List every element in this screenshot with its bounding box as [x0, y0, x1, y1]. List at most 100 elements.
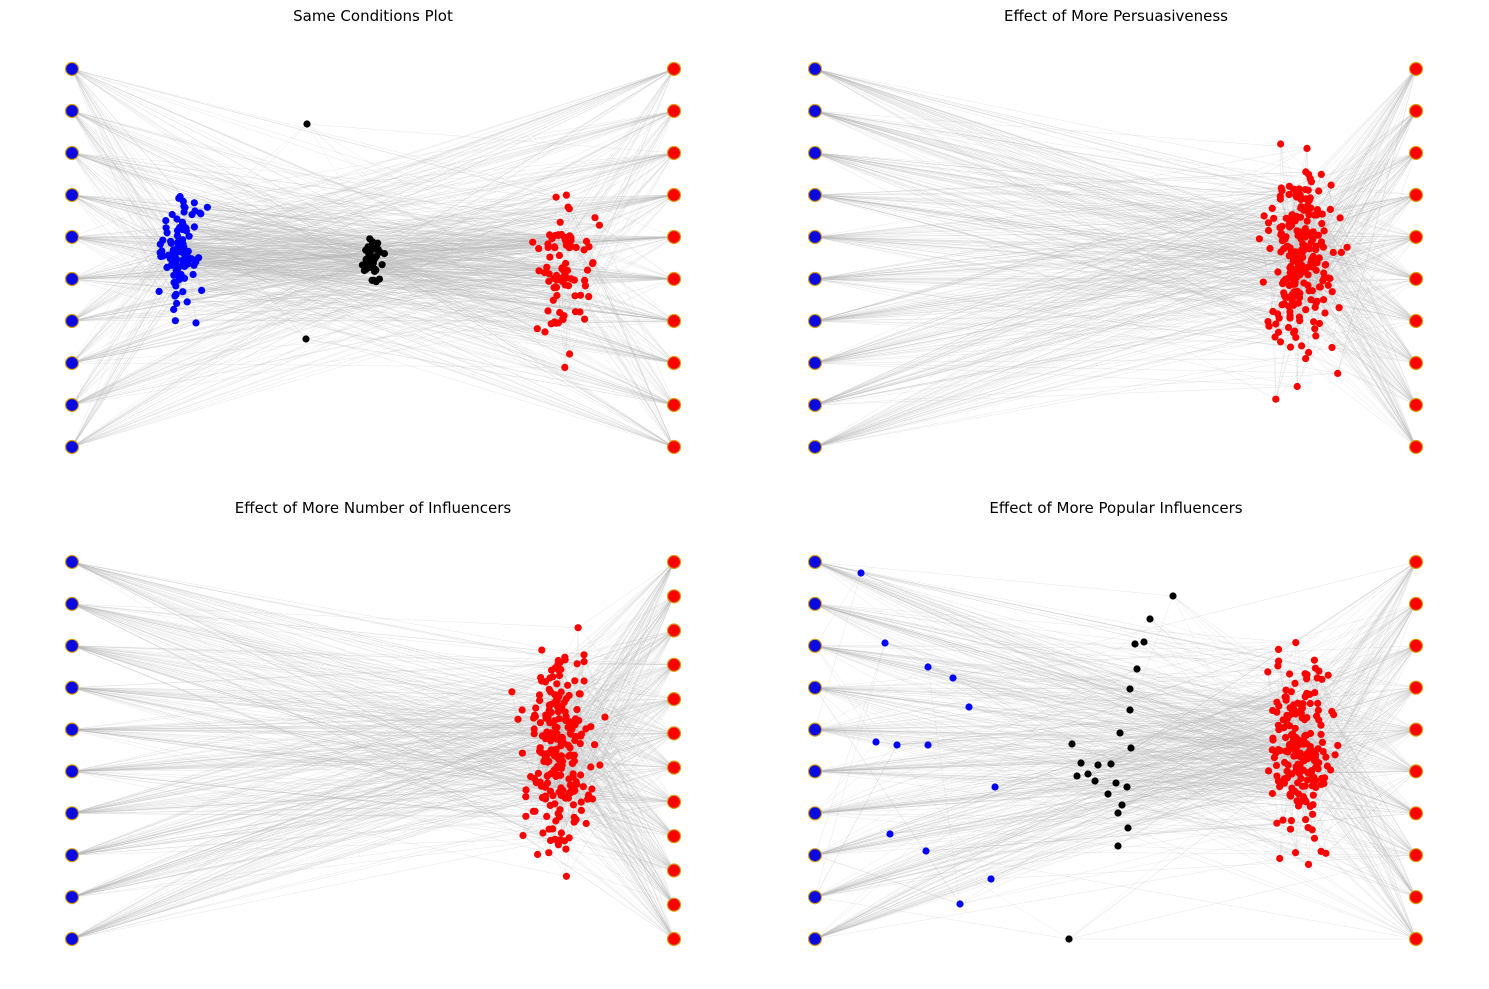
edge — [183, 68, 675, 226]
edge — [562, 194, 675, 282]
edge — [551, 630, 675, 713]
edge — [71, 687, 574, 791]
edge — [565, 664, 675, 850]
edge — [581, 734, 675, 871]
edge — [71, 259, 370, 364]
edge — [71, 110, 369, 255]
red-node — [1289, 250, 1297, 258]
edge — [814, 687, 1296, 853]
edge — [71, 645, 550, 736]
edge — [1324, 277, 1417, 364]
edge — [599, 225, 675, 280]
edge — [71, 110, 376, 250]
edge — [814, 110, 1320, 324]
black-node — [362, 265, 370, 273]
node-layer — [64, 61, 682, 455]
edge — [588, 664, 675, 796]
edge — [814, 603, 1334, 715]
red-node — [566, 350, 574, 358]
edge — [170, 258, 675, 448]
edge — [559, 236, 675, 313]
edge — [194, 226, 572, 239]
edge — [814, 643, 1136, 730]
edge — [71, 687, 523, 754]
panel-more-popular-influencers: Effect of More Popular Influencers — [807, 499, 1424, 947]
edge — [1337, 603, 1417, 746]
edge — [561, 832, 675, 871]
edge — [71, 152, 600, 226]
edge — [584, 630, 675, 662]
panel-same-conditions: Same Conditions Plot — [64, 7, 682, 455]
edge — [1309, 208, 1417, 238]
edge — [373, 248, 558, 296]
red-node — [566, 751, 574, 759]
edge — [71, 729, 555, 735]
edge — [599, 596, 675, 766]
edge — [814, 777, 1325, 898]
edge — [71, 760, 562, 940]
edge — [555, 733, 675, 753]
edge — [71, 254, 186, 364]
edge — [548, 194, 675, 274]
edge — [814, 284, 1293, 364]
edge — [1313, 256, 1417, 280]
edge — [814, 68, 1294, 190]
edge — [532, 242, 545, 273]
red-node — [1310, 211, 1318, 219]
edge — [814, 222, 1269, 322]
edge — [178, 275, 675, 448]
edge — [814, 152, 1286, 298]
edge — [814, 687, 1303, 709]
edge — [814, 713, 1302, 856]
edge — [71, 561, 564, 791]
edge — [71, 645, 555, 735]
edge — [371, 235, 556, 267]
edge — [1299, 320, 1317, 337]
edge — [71, 110, 559, 236]
right-influencer-node — [666, 187, 682, 203]
edge — [814, 187, 1282, 322]
edge — [184, 226, 675, 364]
edge — [71, 246, 369, 322]
edge — [180, 243, 675, 448]
edge — [1330, 110, 1417, 186]
red-node — [580, 677, 588, 685]
edge — [71, 773, 552, 814]
black-node — [378, 261, 386, 269]
node-layer — [807, 61, 1424, 455]
edge — [171, 236, 675, 255]
edge — [814, 673, 1290, 898]
edge — [1315, 603, 1417, 781]
edge — [71, 152, 370, 261]
edge — [71, 262, 374, 364]
edge — [173, 309, 552, 325]
edge — [71, 68, 365, 271]
edge — [814, 687, 1301, 758]
edge — [814, 209, 1331, 238]
red-node — [1291, 280, 1299, 288]
edge — [71, 729, 582, 803]
edge — [371, 152, 675, 268]
edge — [814, 273, 1297, 448]
edge — [71, 234, 559, 322]
red-node — [543, 263, 551, 271]
edge — [814, 742, 1293, 898]
edge — [71, 751, 556, 814]
edge — [1293, 194, 1417, 306]
edge — [814, 152, 1325, 278]
edge — [578, 630, 675, 721]
edge — [814, 285, 1290, 448]
edge — [814, 68, 1283, 284]
edge — [814, 561, 1307, 745]
edge — [71, 713, 549, 772]
edge — [814, 854, 961, 905]
red-node — [565, 775, 573, 783]
red-node — [1301, 224, 1309, 233]
edge — [814, 246, 1324, 406]
edge — [176, 278, 675, 304]
edge — [565, 716, 675, 768]
edge — [71, 202, 195, 322]
edge — [71, 256, 162, 364]
edge — [71, 561, 567, 699]
edge — [1297, 68, 1417, 256]
